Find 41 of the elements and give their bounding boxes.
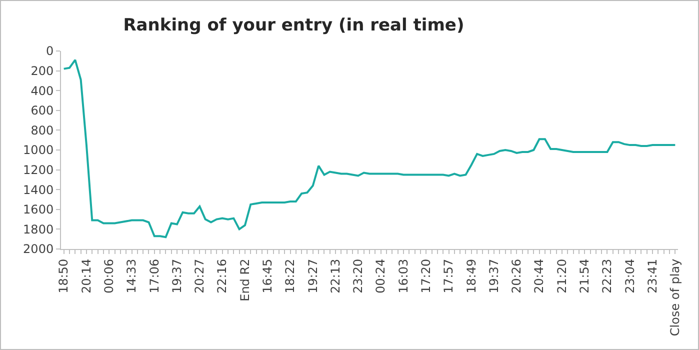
x-tick-label: Close of play [668,258,682,336]
x-tick-label: 14:33 [124,258,139,294]
y-tick-label: 600 [30,104,54,118]
x-tick-label: 00:06 [102,258,116,294]
y-tick-label: 800 [30,123,54,138]
x-tick-label: 18:49 [464,258,478,294]
x-tick-label: 18:22 [283,258,298,294]
x-tick-label: 20:27 [192,258,207,294]
x-tick-label: 17:20 [419,258,434,294]
x-tick-label: 23:04 [622,258,637,294]
x-tick-label: 20:26 [510,258,524,294]
x-tick-label: 22:16 [215,258,230,294]
y-tick-label: 200 [30,64,54,78]
x-tick-label: 18:50 [56,258,71,294]
x-tick-label: 00:24 [374,258,388,294]
x-tick-label: 19:27 [306,258,320,294]
x-tick-label: 23:41 [645,258,660,294]
x-tick-label: End R2 [238,258,252,302]
y-tick-label: 2000 [23,242,54,256]
x-tick-label: 19:37 [486,258,501,294]
y-tick-label: 1200 [23,163,54,177]
x-tick-label: 16:03 [396,258,410,294]
x-tick-label: 17:06 [147,258,162,294]
x-tick-label: 22:13 [328,258,342,294]
y-tick-label: 1400 [23,182,54,197]
x-tick-label: 16:45 [260,258,275,294]
x-tick-label: 17:57 [442,258,456,294]
x-tick-label: 21:20 [554,258,569,294]
y-tick-label: 0 [46,44,54,58]
y-tick-label: 1600 [23,202,54,217]
line-series [62,58,676,238]
x-tick-label: 20:44 [532,258,546,294]
x-tick-label: 23:20 [351,258,366,294]
x-tick-label: 20:14 [79,258,94,294]
x-tick-label: 22:23 [600,258,614,294]
x-tick-label: 19:37 [170,258,184,294]
chart-title: Ranking of your entry (in real time) [123,15,464,36]
y-tick-label: 400 [30,84,54,98]
y-tick-label: 1000 [23,143,54,158]
y-tick-label: 1800 [23,222,54,236]
x-tick-label: 21:54 [578,258,592,294]
